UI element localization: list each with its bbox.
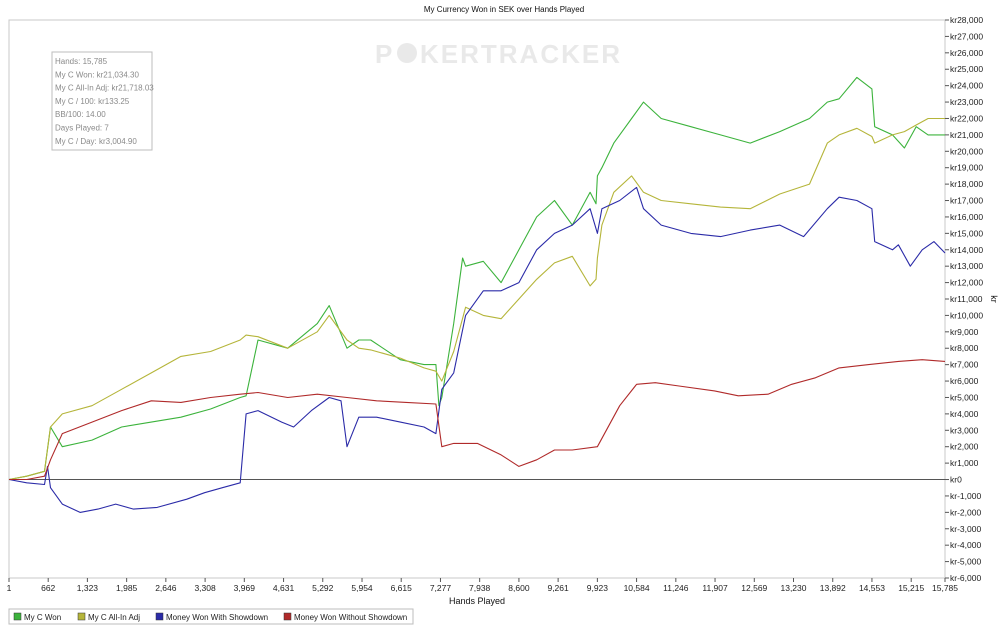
y-tick-label: kr22,000 bbox=[950, 113, 983, 123]
y-tick-label: kr14,000 bbox=[950, 245, 983, 255]
x-tick-label: 8,600 bbox=[508, 583, 530, 593]
x-axis: 1 662 1,323 1,985 2,646 3,308 3,969 4,631 5,292 5… bbox=[7, 578, 958, 593]
stats-line: My C Won: kr21,034.30 bbox=[55, 70, 139, 79]
y-tick-label: kr11,000 bbox=[950, 294, 983, 304]
y-tick-label: kr6,000 bbox=[950, 376, 979, 386]
legend-entry: Money Won Without Showdown bbox=[294, 613, 407, 622]
y-tick-label: kr3,000 bbox=[950, 425, 979, 435]
y-tick-label: kr7,000 bbox=[950, 360, 979, 370]
legend-entry: My C All-In Adj bbox=[88, 613, 140, 622]
x-tick-label: 10,584 bbox=[624, 583, 650, 593]
x-tick-label: 14,553 bbox=[859, 583, 885, 593]
y-tick-label: kr28,000 bbox=[950, 15, 983, 25]
x-tick-label: 4,631 bbox=[273, 583, 295, 593]
y-tick-label: kr8,000 bbox=[950, 343, 979, 353]
x-axis-title: Hands Played bbox=[449, 596, 505, 606]
series-line-1 bbox=[8, 117, 945, 481]
stats-line: My C All-In Adj: kr21,718.03 bbox=[55, 84, 154, 93]
y-tick-label: kr-2,000 bbox=[950, 507, 981, 517]
y-tick-label: kr-1,000 bbox=[950, 491, 981, 501]
y-axis: kr28,000 kr27,000 kr26,000 kr25,000 kr24,000… bbox=[945, 15, 983, 583]
series-line-3 bbox=[9, 359, 946, 481]
y-tick-label: kr2,000 bbox=[950, 442, 979, 452]
watermark-spade-icon bbox=[397, 43, 417, 63]
stats-line: My C / Day: kr3,004.90 bbox=[55, 137, 137, 146]
y-tick-label: kr-4,000 bbox=[950, 540, 981, 550]
y-tick-label: kr27,000 bbox=[950, 31, 983, 41]
legend-swatch bbox=[155, 612, 164, 621]
x-tick-label: 1,985 bbox=[116, 583, 138, 593]
x-tick-label: 3,969 bbox=[234, 583, 256, 593]
legend-frame bbox=[8, 608, 414, 625]
y-tick-label: kr5,000 bbox=[950, 392, 979, 402]
legend-swatch bbox=[13, 612, 22, 621]
series-line-2 bbox=[8, 186, 946, 513]
y-tick-label: kr18,000 bbox=[950, 179, 983, 189]
stats-line: Hands: 15,785 bbox=[55, 57, 108, 66]
stats-line: My C / 100: kr133.25 bbox=[55, 97, 130, 106]
x-tick-label: 15,785 bbox=[932, 583, 958, 593]
x-tick-label: 9,261 bbox=[547, 583, 569, 593]
x-tick-label: 3,308 bbox=[194, 583, 216, 593]
y-tick-label: kr19,000 bbox=[950, 163, 983, 173]
y-tick-label: kr1,000 bbox=[950, 458, 979, 468]
legend: My C Won My C All-In Adj Money Won With Sh… bbox=[8, 608, 414, 625]
x-tick-label: 11,246 bbox=[663, 583, 689, 593]
legend-entry: Money Won With Showdown bbox=[166, 613, 268, 622]
stats-line: Days Played: 7 bbox=[55, 124, 109, 133]
stats-line: BB/100: 14.00 bbox=[55, 110, 106, 119]
legend-swatch bbox=[77, 612, 86, 621]
x-tick-label: 6,615 bbox=[391, 583, 413, 593]
stats-box: Hands: 15,785 My C Won: kr21,034.30 My C A… bbox=[51, 51, 154, 151]
y-tick-label: kr4,000 bbox=[950, 409, 979, 419]
x-tick-label: 5,292 bbox=[312, 583, 334, 593]
series-line-0 bbox=[8, 76, 945, 481]
y-tick-label: kr12,000 bbox=[950, 278, 983, 288]
x-tick-label: 13,892 bbox=[820, 583, 846, 593]
y-tick-label: kr26,000 bbox=[950, 48, 983, 58]
y-tick-label: kr23,000 bbox=[950, 97, 983, 107]
x-tick-label: 11,907 bbox=[702, 583, 728, 593]
x-tick-label: 2,646 bbox=[155, 583, 177, 593]
legend-entry: My C Won bbox=[24, 613, 61, 622]
y-tick-label: kr-5,000 bbox=[950, 557, 981, 567]
y-tick-label: kr13,000 bbox=[950, 261, 983, 271]
y-axis-title: kr bbox=[989, 295, 999, 303]
y-tick-label: kr16,000 bbox=[950, 212, 983, 222]
series-layer bbox=[8, 76, 946, 513]
y-tick-label: kr24,000 bbox=[950, 81, 983, 91]
legend-swatch bbox=[283, 612, 292, 621]
x-tick-label: 15,215 bbox=[898, 583, 924, 593]
y-tick-label: kr15,000 bbox=[950, 228, 983, 238]
watermark-text-a: P bbox=[375, 39, 394, 69]
y-tick-label: kr-3,000 bbox=[950, 524, 981, 534]
x-tick-label: 9,923 bbox=[587, 583, 609, 593]
x-tick-label: 7,938 bbox=[469, 583, 491, 593]
x-tick-label: 13,230 bbox=[780, 583, 806, 593]
y-tick-label: kr-6,000 bbox=[950, 573, 981, 583]
x-tick-label: 7,277 bbox=[430, 583, 452, 593]
y-tick-label: kr17,000 bbox=[950, 196, 983, 206]
y-tick-label: kr25,000 bbox=[950, 64, 983, 74]
x-tick-label: 662 bbox=[41, 583, 55, 593]
stats-box-frame bbox=[51, 51, 153, 151]
x-tick-label: 5,954 bbox=[351, 583, 373, 593]
y-tick-label: kr10,000 bbox=[950, 310, 983, 320]
y-tick-label: kr20,000 bbox=[950, 146, 983, 156]
watermark-text-b: KERTRACKER bbox=[420, 39, 622, 69]
chart-title: My Currency Won in SEK over Hands Played bbox=[424, 5, 584, 14]
y-tick-label: kr21,000 bbox=[950, 130, 983, 140]
x-tick-label: 1 bbox=[7, 583, 12, 593]
y-tick-label: kr0 bbox=[950, 475, 962, 485]
watermark: P KERTRACKER bbox=[375, 39, 622, 69]
x-tick-label: 1,323 bbox=[77, 583, 99, 593]
x-tick-label: 12,569 bbox=[741, 583, 767, 593]
y-tick-label: kr9,000 bbox=[950, 327, 979, 337]
